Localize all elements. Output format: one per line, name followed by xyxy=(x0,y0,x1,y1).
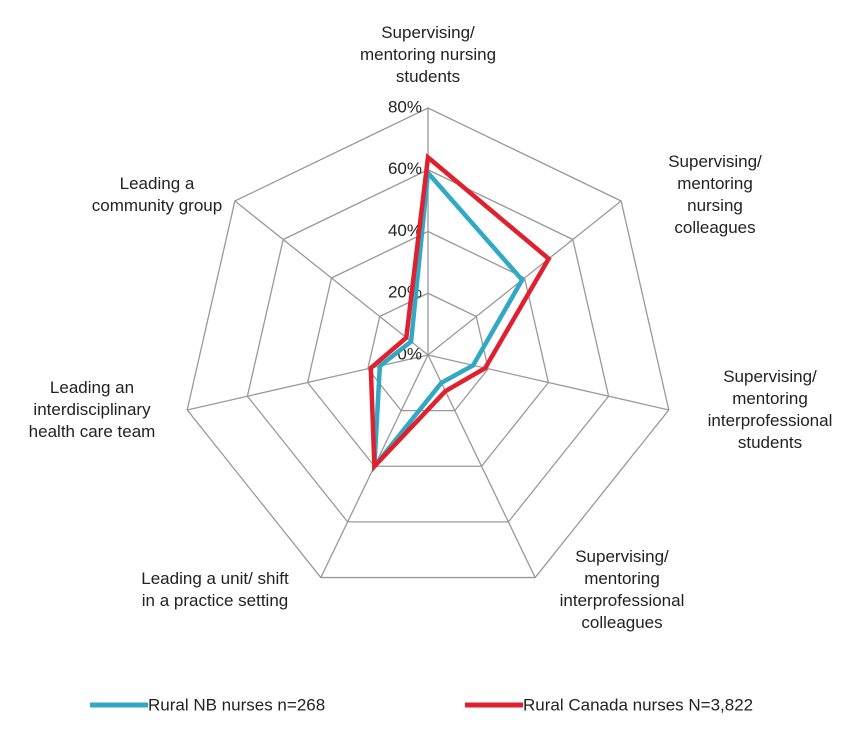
axis-tick-label: 80% xyxy=(388,97,422,116)
legend-label: Rural Canada nurses N=3,822 xyxy=(523,695,753,714)
category-label: Leading a unit/ shift in a practice sett… xyxy=(141,569,289,610)
axis-tick-label: 60% xyxy=(388,159,422,178)
category-label: Supervising/ mentoring interprofessional… xyxy=(707,367,833,452)
spoke xyxy=(427,200,622,356)
series-line xyxy=(368,153,552,472)
spoke xyxy=(427,354,669,411)
category-label: Supervising/ mentoring nursing students xyxy=(359,23,497,86)
axis-tick-label: 40% xyxy=(388,221,422,240)
category-label: Leading a community group xyxy=(91,174,223,215)
legend-label: Rural NB nurses n=268 xyxy=(148,695,325,714)
grid-ring xyxy=(246,169,610,523)
grid-ring xyxy=(186,107,670,579)
spoke xyxy=(187,354,429,411)
category-label: Leading an interdisciplinary health care… xyxy=(28,378,156,441)
series-line xyxy=(371,167,525,474)
category-label: Supervising/ mentoring nursing colleague… xyxy=(668,152,762,237)
spoke xyxy=(234,200,429,356)
category-label: Supervising/ mentoring interprofessional… xyxy=(559,547,685,632)
